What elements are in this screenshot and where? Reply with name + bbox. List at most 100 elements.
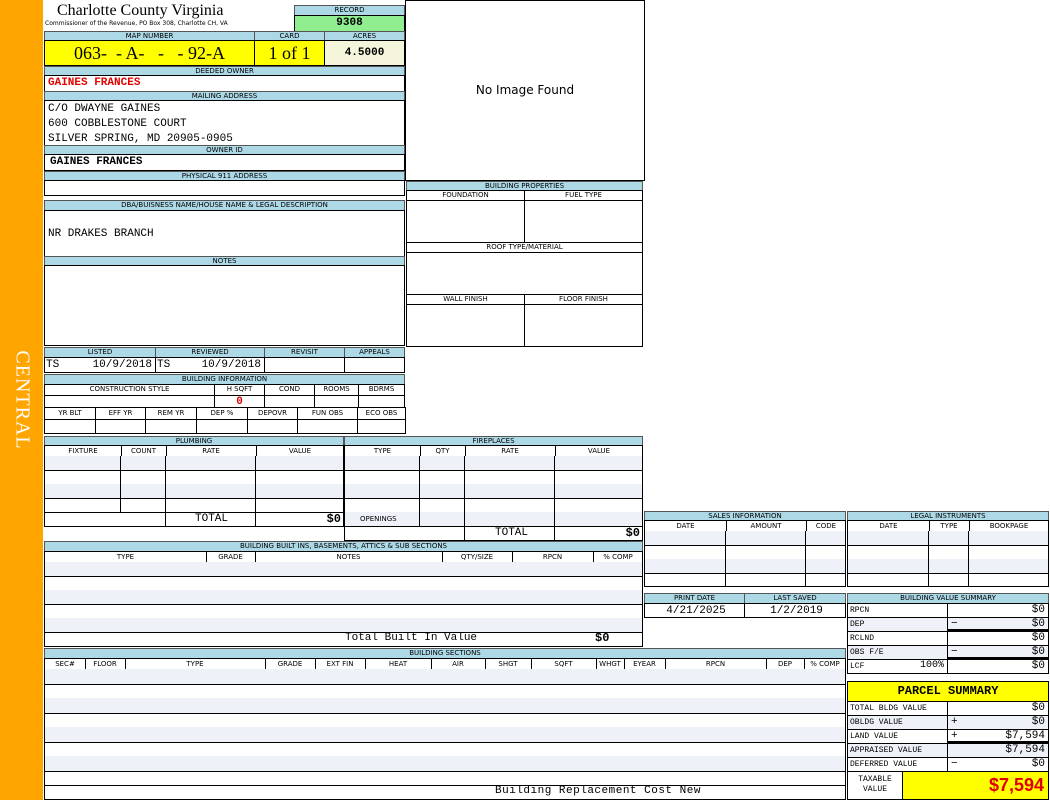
table-cell-divider bbox=[419, 484, 420, 498]
taxable-value-label: TAXABLE VALUE bbox=[847, 771, 903, 800]
table-cell-divider bbox=[805, 559, 806, 573]
summary-value: + $7,594 bbox=[947, 729, 1049, 744]
summary-label: LCF 100% bbox=[847, 659, 948, 674]
summary-amount: $0 bbox=[1031, 660, 1045, 672]
table-row bbox=[345, 456, 642, 471]
table-cell-divider bbox=[120, 470, 121, 484]
summary-label: RPCN bbox=[847, 603, 948, 618]
owner-id: GAINES FRANCES bbox=[44, 154, 405, 171]
summary-label: LAND VALUE bbox=[847, 729, 948, 744]
table-cell-divider bbox=[419, 456, 420, 470]
column-header-rate: RATE bbox=[166, 446, 257, 456]
column-header-date: DATE bbox=[645, 521, 727, 531]
plumbing-total: $0 bbox=[326, 512, 341, 526]
table-cell-divider bbox=[725, 559, 726, 573]
building-info-value bbox=[95, 419, 146, 434]
summary-value: $0 bbox=[947, 603, 1049, 618]
table-row bbox=[645, 559, 845, 574]
table-cell-divider bbox=[725, 531, 726, 545]
table-cell-divider bbox=[928, 573, 929, 586]
column-header-shgt: SHGT bbox=[485, 659, 532, 669]
table-row bbox=[848, 573, 1048, 586]
table-row bbox=[45, 604, 642, 619]
table-row bbox=[345, 498, 642, 513]
plumbing-total-label: TOTAL bbox=[195, 513, 229, 525]
built-in-total: $0 bbox=[595, 631, 610, 645]
column-header-notes: NOTES bbox=[255, 552, 443, 562]
acres-value: 4.5000 bbox=[324, 40, 405, 66]
table-row bbox=[848, 545, 1048, 560]
column-header-rpcn: RPCN bbox=[665, 659, 767, 669]
summary-label-text: OBLDG VALUE bbox=[850, 718, 903, 727]
building-info-value bbox=[357, 419, 406, 434]
built-ins-table: TYPE GRADE NOTES QTY/SIZE RPCN % COMP bbox=[44, 551, 643, 647]
column-header-sqft: SQFT bbox=[531, 659, 597, 669]
fireplaces-table: TYPE QTY RATE VALUE bbox=[344, 445, 643, 541]
mailing-line-3: SILVER SPRING, MD 20905-0905 bbox=[48, 133, 233, 145]
building-info-value bbox=[247, 419, 298, 434]
reviewed-date: 10/9/2018 bbox=[201, 359, 261, 371]
table-cell-divider bbox=[928, 531, 929, 545]
summary-value: − $0 bbox=[947, 757, 1049, 772]
column-header-amount: AMOUNT bbox=[726, 521, 807, 531]
table-cell-divider bbox=[554, 470, 555, 484]
table-cell-divider bbox=[419, 512, 420, 526]
table-row bbox=[45, 590, 642, 605]
table-cell-divider bbox=[419, 498, 420, 512]
table-row bbox=[45, 698, 845, 714]
table-cell-divider bbox=[464, 484, 465, 498]
instruments-table: DATE TYPE BOOKPAGE bbox=[847, 520, 1049, 587]
table-cell-divider bbox=[464, 526, 465, 540]
summary-label-text: RCLND bbox=[850, 634, 875, 643]
table-cell-divider bbox=[554, 498, 555, 512]
total-row bbox=[345, 526, 642, 540]
record-number: 9308 bbox=[294, 15, 405, 32]
mailing-line-2: 600 COBBLESTONE COURT bbox=[48, 118, 187, 130]
total-row bbox=[45, 512, 343, 526]
column-header-dep: DEP bbox=[766, 659, 805, 669]
column-header--comp: % COMP bbox=[603, 553, 633, 561]
deeded-owner: GAINES FRANCES bbox=[44, 75, 405, 92]
table-cell-divider bbox=[165, 498, 166, 512]
summary-label-text: OBS F/E bbox=[850, 648, 884, 657]
sales-table: DATE AMOUNT CODE bbox=[644, 520, 846, 587]
column-header-rate: RATE bbox=[465, 446, 556, 456]
table-cell-divider bbox=[255, 498, 256, 512]
summary-amount: $0 bbox=[1031, 702, 1045, 714]
column-header-eyear: EYEAR bbox=[624, 659, 666, 669]
summary-amount: $7,594 bbox=[1005, 730, 1045, 742]
summary-sign: + bbox=[951, 716, 958, 728]
column-header-qty-size: QTY/SIZE bbox=[442, 552, 513, 562]
table-row bbox=[645, 573, 845, 586]
last-saved: 1/2/2019 bbox=[744, 603, 846, 618]
fireplaces-total: $0 bbox=[625, 526, 640, 540]
summary-sign: − bbox=[951, 758, 958, 770]
summary-label: OBS F/E bbox=[847, 645, 948, 660]
column-header-heat: HEAT bbox=[365, 659, 432, 669]
summary-value: + $0 bbox=[947, 715, 1049, 730]
building-info-value bbox=[297, 419, 358, 434]
county-title: Charlotte County Virginia bbox=[57, 2, 224, 19]
table-cell-divider bbox=[120, 456, 121, 470]
column-header-type: TYPE bbox=[345, 446, 421, 456]
table-cell-divider bbox=[464, 512, 465, 526]
summary-amount: $0 bbox=[1031, 716, 1045, 728]
column-header-sec-: SEC# bbox=[45, 659, 86, 669]
summary-sign: + bbox=[951, 730, 958, 742]
building-info-value bbox=[196, 419, 248, 434]
table-cell-divider bbox=[120, 498, 121, 512]
summary-label-text: LAND VALUE bbox=[850, 732, 899, 741]
summary-label: DEP bbox=[847, 617, 948, 632]
column-header-type: TYPE bbox=[125, 659, 266, 669]
table-row bbox=[45, 470, 343, 485]
table-cell-divider bbox=[255, 484, 256, 498]
revisit-value bbox=[264, 357, 345, 373]
table-row bbox=[45, 498, 343, 513]
column-header-type: TYPE bbox=[45, 552, 207, 562]
wall-finish-value bbox=[406, 304, 525, 347]
column-header-date: DATE bbox=[848, 521, 930, 531]
table-cell-divider bbox=[554, 484, 555, 498]
table-cell-divider bbox=[255, 512, 256, 526]
legal-description: NR DRAKES BRANCH bbox=[44, 210, 405, 257]
district-label: CENTRAL bbox=[11, 350, 33, 450]
